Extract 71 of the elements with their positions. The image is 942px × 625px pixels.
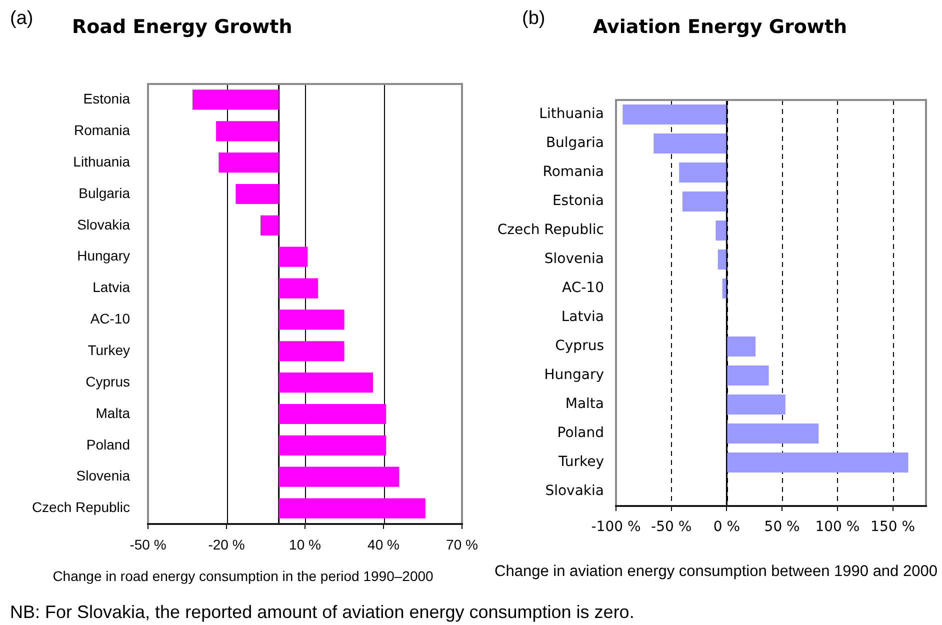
bar [278,341,344,362]
y-tick-label: Hungary [77,248,130,264]
y-tick-label: Malta [96,404,130,421]
bar [216,121,279,142]
chart-title: Aviation Energy Growth [593,15,848,39]
x-tick-label: 40 % [368,536,400,552]
y-tick-label: Bulgaria [78,184,130,201]
bar [622,104,726,125]
bar [278,246,308,267]
bar [278,404,386,424]
y-tick-label: Lithuania [539,106,604,122]
y-tick-label: Slovakia [77,216,130,232]
y-tick-label: Slovenia [544,251,604,268]
y-tick-label: Hungary [544,367,604,384]
bar [278,435,386,456]
y-tick-label: Slovakia [545,483,604,500]
y-tick-label: Cyprus [555,338,604,354]
y-tick-label: Romania [74,122,130,138]
y-tick-label: Poland [86,436,130,452]
x-tick-label: -20 % [208,536,245,552]
y-tick-label: Latvia [561,309,604,326]
bar [654,133,726,154]
x-tick-label: 150 % [870,519,916,536]
bar [716,220,726,241]
bar [679,162,726,183]
bar [727,336,756,357]
y-tick-label: Cyprus [86,373,130,390]
bar [727,365,769,386]
y-tick-label: AC-10 [90,310,130,327]
text: NB: For Slovakia, the reported amount of aviation energy consumption is zero. [10,601,634,623]
bar [278,278,318,298]
x-axis-title: Change in aviation energy consumption between 1990 and 2000 [494,563,938,581]
y-tick-label: AC-10 [562,280,604,296]
bar [278,498,426,518]
bar [278,372,374,393]
y-tick-label: Poland [557,425,604,442]
y-tick-label: Estonia [552,193,604,210]
x-tick-label: -100 % [591,519,641,536]
text: (a) [10,8,34,30]
bar [260,215,279,236]
y-tick-label: Turkey [88,342,130,358]
bar [192,90,279,110]
bar [727,423,819,444]
y-tick-label: Estonia [83,90,130,107]
x-tick-label: 70 % [446,536,478,552]
bar [236,184,279,204]
y-tick-label: Romania [542,164,604,180]
chart-title: Road Energy Growth [72,15,292,39]
x-axis-title: Change in road energy consumption in the period 1990–2000 [52,567,434,585]
bar [218,152,279,173]
x-tick-label: 10 % [289,536,321,552]
bar [727,394,786,415]
x-tick-label: 50 % [764,519,800,536]
bar [278,466,400,487]
x-tick-label: 0 % [713,519,740,536]
bar [727,452,908,473]
y-tick-label: Slovenia [76,468,130,484]
y-tick-label: Malta [565,396,604,412]
bar [682,191,726,212]
y-tick-label: Lithuania [73,153,130,170]
bar [278,310,344,330]
y-tick-label: Bulgaria [546,135,604,152]
text: (b) [522,8,546,30]
x-tick-label: -50 % [130,536,166,552]
bar [718,249,726,270]
y-tick-label: Latvia [92,279,130,296]
y-tick-label: Czech Republic [32,499,130,516]
y-tick-label: Czech Republic [497,222,604,238]
x-tick-label: 100 % [815,519,860,536]
y-tick-label: Turkey [557,454,604,470]
x-tick-label: -50 % [651,519,692,536]
